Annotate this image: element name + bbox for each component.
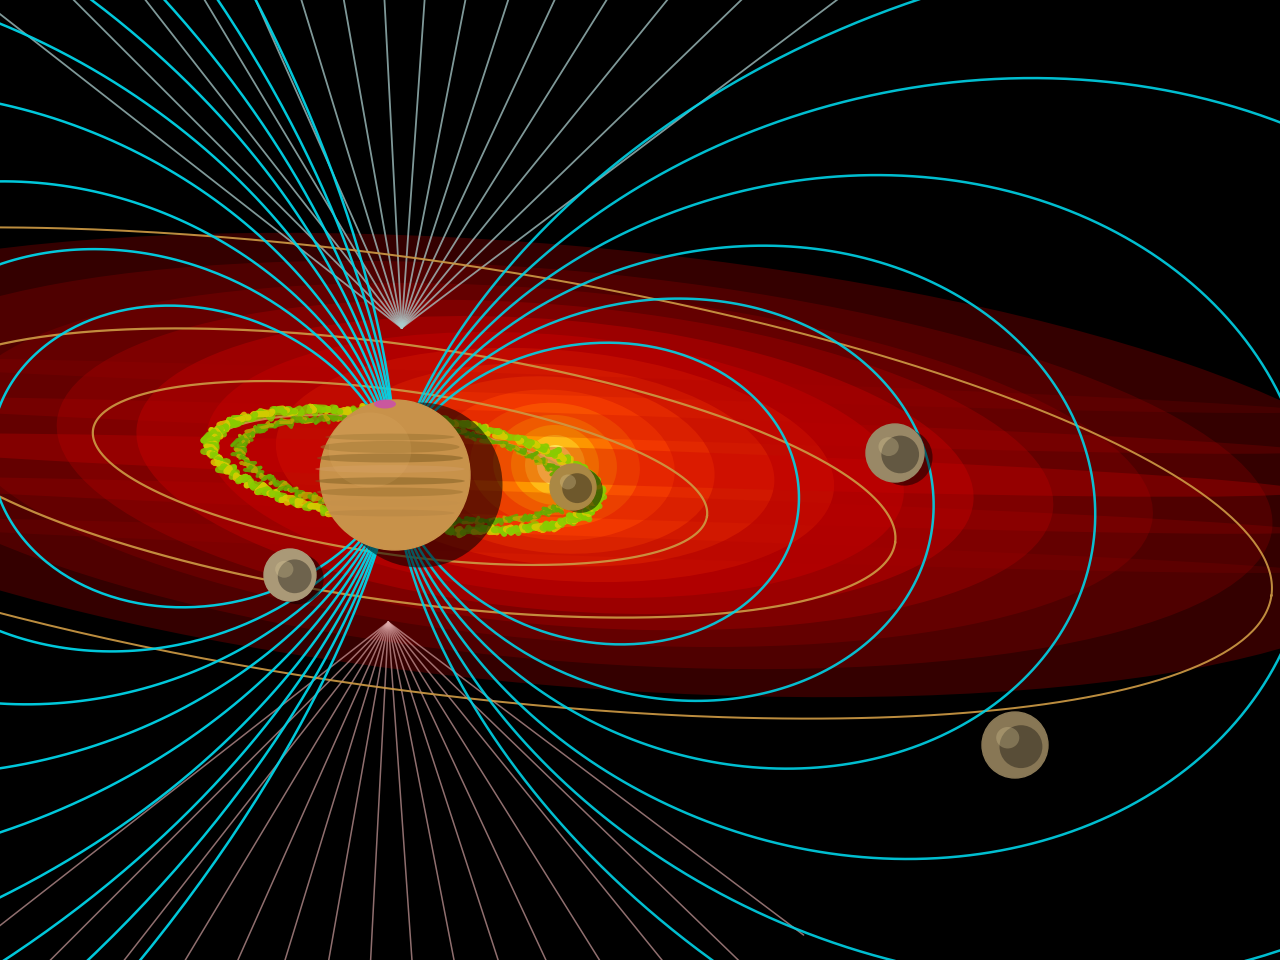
- Ellipse shape: [325, 434, 454, 441]
- Ellipse shape: [325, 510, 454, 516]
- Ellipse shape: [317, 453, 463, 463]
- Ellipse shape: [374, 399, 396, 409]
- Ellipse shape: [0, 396, 1280, 454]
- Ellipse shape: [0, 283, 1153, 647]
- Ellipse shape: [882, 436, 919, 473]
- Ellipse shape: [338, 402, 503, 567]
- Ellipse shape: [315, 477, 465, 485]
- Ellipse shape: [511, 425, 599, 505]
- Ellipse shape: [493, 415, 617, 516]
- Ellipse shape: [315, 466, 465, 472]
- Ellipse shape: [876, 429, 933, 486]
- Ellipse shape: [562, 473, 593, 503]
- Ellipse shape: [320, 499, 460, 507]
- Ellipse shape: [0, 476, 1280, 534]
- Circle shape: [982, 712, 1048, 778]
- Ellipse shape: [273, 554, 324, 604]
- Ellipse shape: [993, 718, 1057, 782]
- Ellipse shape: [1000, 725, 1042, 768]
- Ellipse shape: [470, 403, 640, 527]
- Ellipse shape: [538, 445, 573, 485]
- Ellipse shape: [0, 517, 1280, 573]
- Ellipse shape: [996, 727, 1019, 749]
- Ellipse shape: [335, 364, 774, 566]
- Ellipse shape: [320, 441, 460, 453]
- Ellipse shape: [0, 433, 1280, 496]
- Ellipse shape: [0, 261, 1272, 669]
- Ellipse shape: [275, 561, 293, 578]
- Ellipse shape: [559, 474, 576, 490]
- Ellipse shape: [558, 468, 603, 513]
- Ellipse shape: [317, 488, 463, 496]
- Circle shape: [550, 464, 596, 510]
- Ellipse shape: [206, 332, 904, 598]
- Ellipse shape: [276, 348, 835, 582]
- Ellipse shape: [435, 390, 675, 540]
- Ellipse shape: [0, 357, 1280, 413]
- Ellipse shape: [525, 435, 585, 495]
- Ellipse shape: [56, 300, 1053, 631]
- Ellipse shape: [878, 437, 899, 456]
- Ellipse shape: [396, 376, 714, 554]
- Ellipse shape: [0, 233, 1280, 697]
- Circle shape: [867, 424, 924, 482]
- Ellipse shape: [137, 316, 974, 614]
- Circle shape: [320, 400, 470, 550]
- Circle shape: [264, 549, 316, 601]
- Ellipse shape: [278, 560, 311, 593]
- Ellipse shape: [329, 413, 411, 488]
